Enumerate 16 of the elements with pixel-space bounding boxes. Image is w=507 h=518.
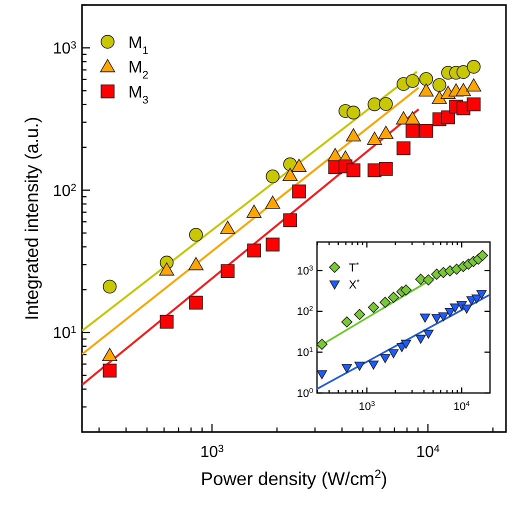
- legend-label: M$_{3}$: [128, 82, 148, 106]
- y-tick-label: 10$^{2}$: [52, 182, 77, 200]
- legend-label: M$_{1}$: [128, 32, 148, 57]
- y-tick-label: 10$^{1}$: [296, 346, 314, 360]
- x-axis-title: Power density (W/cm$^{2}$): [200, 466, 388, 489]
- x-tick-label: 10$^{4}$: [454, 400, 470, 414]
- legend-label: T$^{*}$: [348, 260, 359, 274]
- y-tick-label: 10$^{3}$: [52, 40, 77, 58]
- y-axis-title: Integrated intensity (a.u.): [21, 116, 42, 320]
- legend-label: X$^{*}$: [348, 277, 360, 292]
- legend-label: M$_{2}$: [128, 58, 148, 82]
- y-tick-label: 10$^{0}$: [296, 386, 314, 400]
- y-tick-label: 10$^{3}$: [296, 264, 314, 278]
- y-tick-label: 10$^{1}$: [52, 324, 77, 342]
- x-tick-label: 10$^{4}$: [416, 443, 440, 461]
- y-tick-label: 10$^{2}$: [296, 305, 314, 318]
